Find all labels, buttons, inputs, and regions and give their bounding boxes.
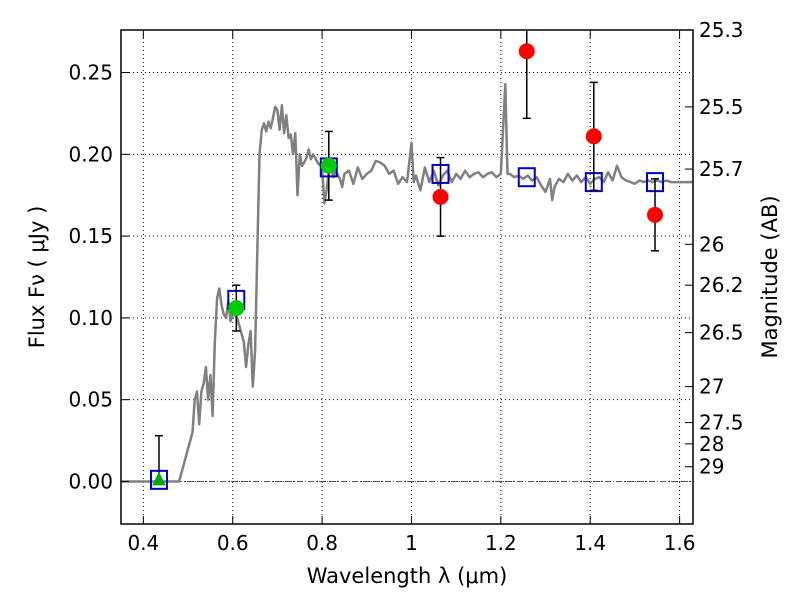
mag-tick-label: 28 xyxy=(699,432,724,456)
plot-area xyxy=(121,30,693,490)
mag-tick-label: 25.5 xyxy=(699,95,744,119)
model-spectrum-line xyxy=(121,82,693,483)
photometry-point xyxy=(585,128,602,145)
y2-axis-title: Magnitude (AB) xyxy=(758,195,782,358)
y-tick-label: 0.10 xyxy=(68,306,113,330)
upper-limit-triangle xyxy=(152,471,166,486)
y-tick-label: 0.25 xyxy=(68,61,113,85)
x-tick-label: 0.4 xyxy=(127,531,159,555)
plot-frame xyxy=(120,29,694,525)
x-axis-title: Wavelength λ (μm) xyxy=(307,564,508,588)
mag-tick-label: 27.5 xyxy=(699,411,744,435)
photometry-point xyxy=(228,300,245,317)
x-tick-label: 1.4 xyxy=(574,531,606,555)
y-tick-label: 0.15 xyxy=(68,224,113,248)
model-photometry-square xyxy=(517,167,536,188)
x-tick-label: 1.2 xyxy=(485,531,517,555)
x-tick-label: 1 xyxy=(405,531,418,555)
mag-tick-label: 26 xyxy=(699,232,724,256)
tick-labels: 0.4 0.6 0.8 1 1.2 1.4 1.6 0.00 0.05 0.10 0.15 0.20 0… xyxy=(68,18,743,555)
x-tick-label: 0.8 xyxy=(306,531,338,555)
mag-tick-label: 25.3 xyxy=(699,18,744,42)
mag-tick-label: 27 xyxy=(699,375,724,399)
y-tick-label: 0.20 xyxy=(68,142,113,166)
x-tick-label: 0.6 xyxy=(217,531,249,555)
photometry-point xyxy=(320,157,337,174)
mag-tick-label: 26.5 xyxy=(699,321,744,345)
x-tick-label: 1.6 xyxy=(664,531,696,555)
y-tick-label: 0.00 xyxy=(68,469,113,493)
photometry-point xyxy=(432,188,449,205)
photometry-point xyxy=(518,43,535,60)
mag-tick-label: 26.2 xyxy=(699,273,744,297)
axis-ticks xyxy=(121,29,693,524)
y-axis-title: Flux Fν ( μJy ) xyxy=(25,206,49,349)
photometry-point xyxy=(647,206,664,223)
mag-tick-label: 29 xyxy=(699,455,724,479)
y-tick-label: 0.05 xyxy=(68,388,113,412)
mag-tick-label: 25.7 xyxy=(699,157,744,181)
